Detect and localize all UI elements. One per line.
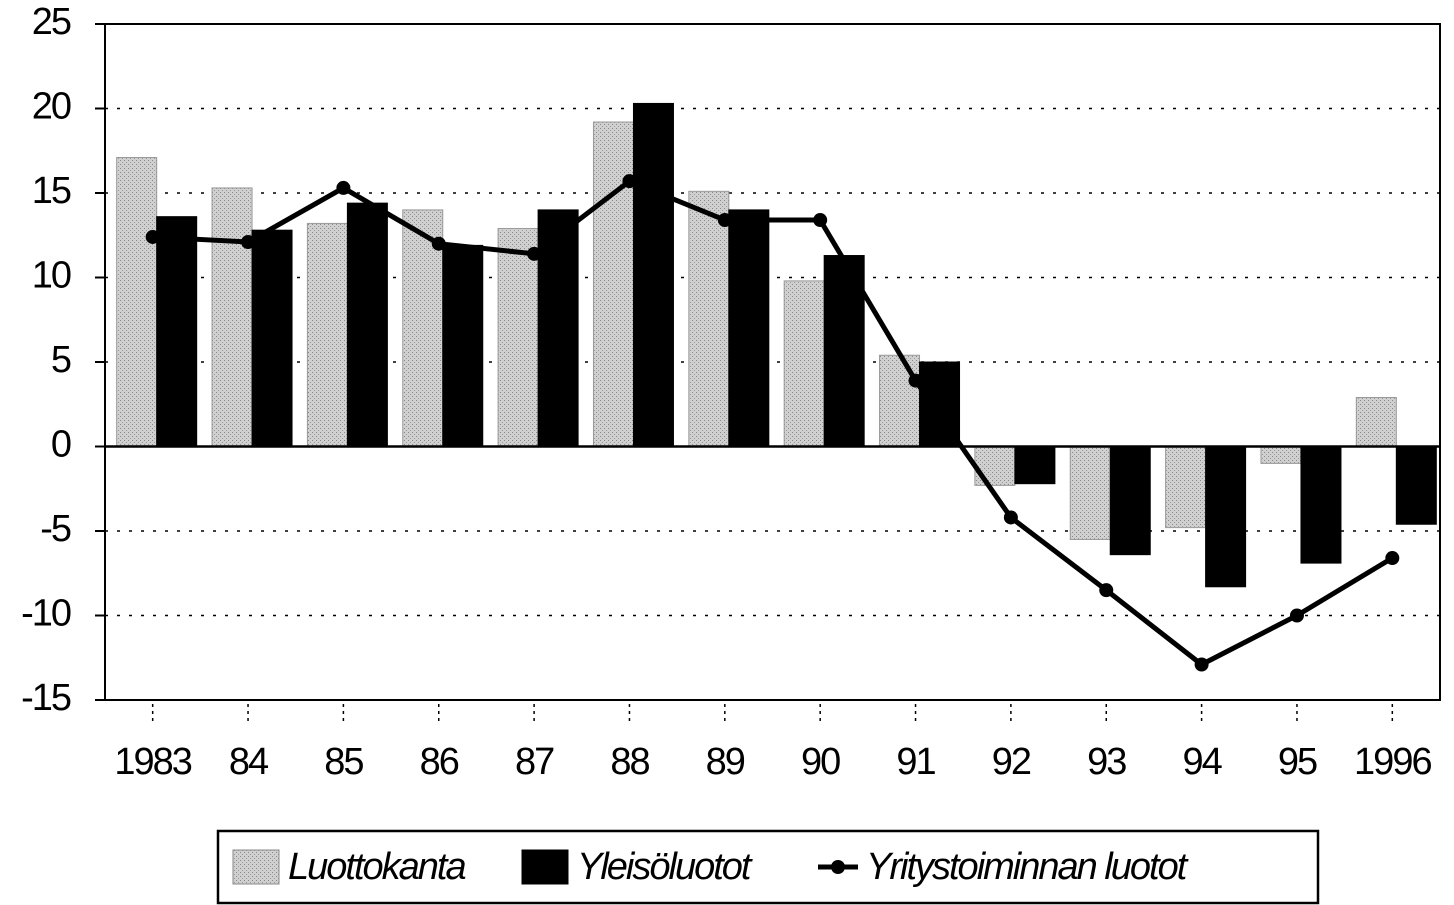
- bar: [497, 227, 539, 447]
- bar: [1165, 446, 1207, 529]
- y-tick-label: -5: [40, 508, 71, 550]
- line-series: [152, 178, 1394, 668]
- x-tick-label: 90: [801, 741, 840, 783]
- x-tick-label: 93: [1087, 741, 1126, 783]
- line-point: [1385, 551, 1400, 566]
- legend-label: Yritystoiminnan luotot: [866, 846, 1189, 888]
- y-tick-label: 10: [32, 255, 71, 297]
- x-tick-label: 85: [324, 741, 363, 783]
- legend-swatch: [232, 849, 280, 885]
- legend-swatch: [521, 849, 569, 885]
- x-tick-label: 91: [896, 741, 935, 783]
- x-tick-label: 87: [515, 741, 554, 783]
- bar: [1109, 446, 1151, 556]
- plot-frame: [104, 23, 1441, 701]
- bar: [346, 202, 388, 447]
- line-point: [241, 235, 256, 250]
- bar: [211, 187, 253, 447]
- bar: [1205, 446, 1247, 588]
- bar: [1300, 446, 1342, 564]
- bar: [1069, 446, 1111, 540]
- bar: [306, 222, 348, 447]
- y-tick-label: 15: [32, 170, 71, 212]
- legend-label: Luottokanta: [288, 846, 465, 888]
- legend-swatch-marker: [831, 860, 845, 874]
- line-point: [336, 180, 351, 195]
- x-tick-label: 88: [610, 741, 649, 783]
- x-tick-label: 89: [706, 741, 745, 783]
- bar: [592, 121, 634, 448]
- line-point: [622, 174, 637, 189]
- y-tick-label: 5: [51, 339, 71, 381]
- x-tick-label: 1983: [114, 741, 191, 783]
- bar: [442, 244, 484, 447]
- x-tick-label: 95: [1278, 741, 1317, 783]
- bar: [783, 280, 825, 447]
- bar: [632, 102, 674, 448]
- line-point: [1003, 510, 1018, 525]
- bar: [974, 446, 1016, 486]
- y-tick-label: -15: [21, 677, 71, 719]
- line-point: [717, 213, 732, 228]
- y-tick-label: -10: [21, 593, 71, 635]
- y-tick-label: 0: [51, 424, 71, 466]
- line-point: [145, 229, 160, 244]
- bar: [688, 190, 730, 447]
- bar: [156, 216, 198, 447]
- line-point: [431, 236, 446, 251]
- line-point: [1289, 608, 1304, 623]
- line-point: [527, 246, 542, 261]
- bar: [251, 229, 293, 447]
- bar: [1260, 446, 1302, 464]
- x-tick-label: 86: [420, 741, 459, 783]
- line-point: [1099, 583, 1114, 598]
- bar: [1014, 446, 1056, 485]
- bar: [879, 354, 921, 447]
- bar: [1395, 446, 1437, 525]
- y-tick-label: 25: [32, 1, 71, 43]
- line-point: [1194, 657, 1209, 672]
- bar: [116, 157, 158, 447]
- legend-box: [216, 829, 1320, 905]
- bar: [728, 209, 770, 447]
- y-tick-label: 20: [32, 86, 71, 128]
- x-tick-label: 84: [229, 741, 269, 783]
- line-point: [908, 373, 923, 388]
- x-tick-label: 94: [1182, 741, 1222, 783]
- x-tick-label: 92: [992, 741, 1031, 783]
- line-point: [813, 213, 828, 228]
- legend-label: Yleisöluotot: [577, 846, 753, 888]
- bar: [1355, 396, 1397, 447]
- x-tick-label: 1996: [1354, 741, 1431, 783]
